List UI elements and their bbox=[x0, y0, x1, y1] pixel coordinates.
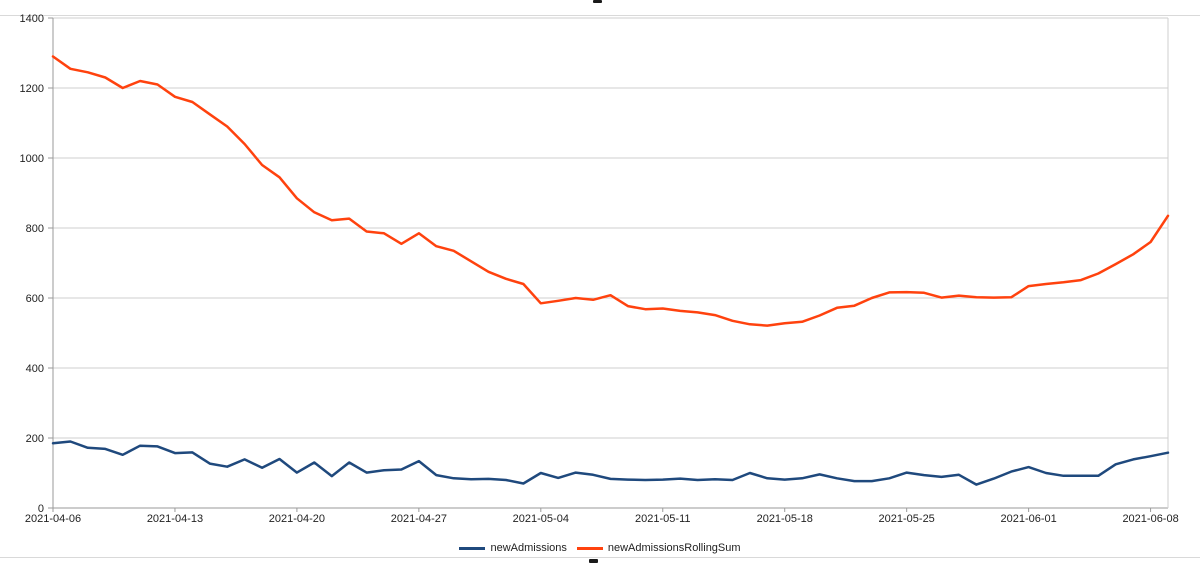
x-axis-label: 2021-06-08 bbox=[1122, 513, 1178, 525]
legend-line-swatch-orange bbox=[576, 546, 603, 550]
legend-item-newadmissionsrollingsum: newAdmissionsRollingSum bbox=[576, 542, 741, 554]
y-axis-label: 1200 bbox=[20, 83, 44, 95]
bottom-divider-line bbox=[0, 557, 1200, 558]
legend-label: newAdmissionsRollingSum bbox=[607, 542, 741, 554]
series-line-newAdmissionsRollingSum bbox=[51, 55, 1170, 327]
chart-legend: newAdmissions newAdmissionsRollingSum bbox=[0, 542, 1200, 554]
top-divider-line bbox=[0, 15, 1200, 16]
x-axis-label: 2021-05-25 bbox=[879, 513, 935, 525]
x-axis-label: 2021-05-18 bbox=[757, 513, 813, 525]
x-axis-label: 2021-04-27 bbox=[391, 513, 447, 525]
x-axis-label: 2021-04-20 bbox=[269, 513, 325, 525]
legend-line-swatch-blue bbox=[459, 546, 486, 550]
y-axis-label: 1400 bbox=[20, 13, 44, 25]
y-axis-label: 400 bbox=[26, 363, 44, 375]
x-axis-label: 2021-06-01 bbox=[1000, 513, 1056, 525]
cropped-text-remnant-bottom bbox=[589, 559, 598, 563]
y-axis-label: 200 bbox=[26, 433, 44, 445]
y-axis-label: 1000 bbox=[20, 153, 44, 165]
cropped-title-text-remnant bbox=[593, 0, 602, 3]
legend-label: newAdmissions bbox=[490, 542, 567, 554]
x-axis-label: 2021-05-04 bbox=[513, 513, 569, 525]
x-axis-label: 2021-05-11 bbox=[635, 513, 690, 525]
series-line-newAdmissions bbox=[51, 440, 1170, 486]
y-axis-label: 600 bbox=[26, 293, 44, 305]
x-axis-label: 2021-04-06 bbox=[25, 513, 81, 525]
y-axis-label: 800 bbox=[26, 223, 44, 235]
x-axis-label: 2021-04-13 bbox=[147, 513, 203, 525]
y-axis-label: 0 bbox=[38, 503, 44, 515]
legend-item-newadmissions: newAdmissions bbox=[459, 542, 567, 554]
